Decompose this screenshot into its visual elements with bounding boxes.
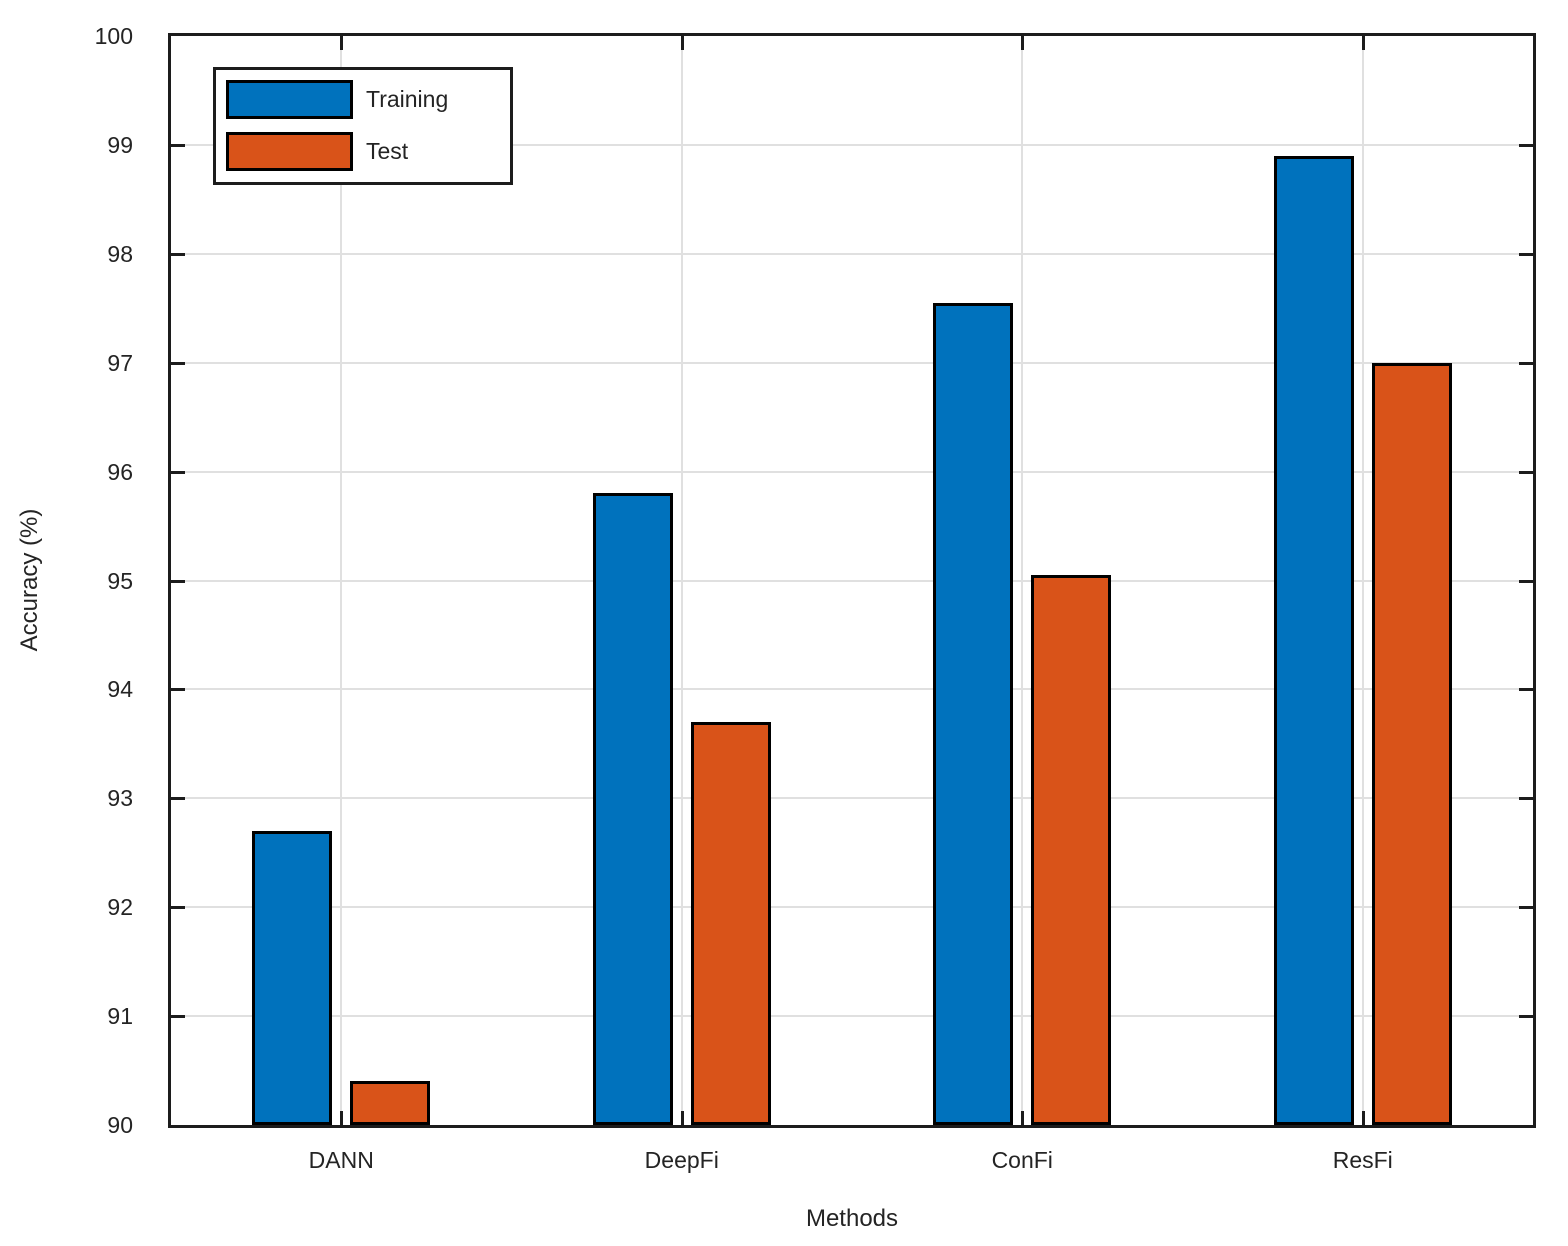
bar-test-dann	[350, 1081, 431, 1125]
y-tick-label: 93	[107, 785, 133, 812]
bar-test-deepfi	[690, 722, 771, 1125]
y-tick-label: 90	[107, 1112, 133, 1138]
y-tick-mark	[171, 361, 185, 365]
bar-training-confi	[933, 302, 1014, 1125]
x-tick-mark-mirror	[1361, 36, 1365, 50]
bar-test-resfi	[1371, 362, 1452, 1125]
gridline-horizontal	[171, 252, 1533, 255]
x-tick-label: ConFi	[991, 1147, 1053, 1173]
y-tick-mark	[171, 688, 185, 692]
gridline-horizontal	[171, 361, 1533, 364]
legend-item-training: Training	[226, 80, 448, 119]
gridline-horizontal	[171, 143, 1533, 146]
y-tick-mark-mirror	[1519, 361, 1533, 365]
training-color-swatch	[226, 80, 353, 119]
y-tick-label: 100	[94, 23, 133, 49]
x-tick-mark	[1361, 1111, 1365, 1125]
y-tick-mark	[171, 252, 185, 256]
x-tick-label: ResFi	[1332, 1147, 1393, 1173]
legend-label-training: Training	[366, 86, 449, 112]
gridline-vertical	[1361, 36, 1364, 1125]
y-tick-label: 95	[107, 567, 133, 594]
gridline-vertical	[1021, 36, 1024, 1125]
y-tick-mark	[171, 797, 185, 801]
gridline-horizontal	[171, 1015, 1533, 1018]
y-tick-label: 98	[107, 240, 133, 267]
y-tick-mark-mirror	[1519, 1015, 1533, 1019]
y-tick-mark-mirror	[1519, 797, 1533, 801]
x-tick-mark-mirror	[680, 36, 684, 50]
bar-test-confi	[1031, 575, 1112, 1125]
bar-training-deepfi	[592, 493, 673, 1125]
x-tick-mark-mirror	[340, 36, 344, 50]
y-tick-mark	[171, 470, 185, 474]
x-tick-mark	[680, 1111, 684, 1125]
y-tick-mark	[171, 579, 185, 583]
legend-item-test: Test	[226, 132, 408, 171]
test-color-swatch	[226, 132, 353, 171]
x-tick-mark	[340, 1111, 344, 1125]
x-tick-label: DANN	[308, 1147, 374, 1173]
y-tick-mark	[171, 143, 185, 147]
y-tick-mark-mirror	[1519, 688, 1533, 692]
y-tick-mark-mirror	[1519, 252, 1533, 256]
y-tick-mark-mirror	[1519, 579, 1533, 583]
y-tick-label: 92	[107, 894, 133, 921]
gridline-horizontal	[171, 688, 1533, 691]
gridline-vertical	[680, 36, 683, 1125]
bar-training-dann	[252, 830, 333, 1125]
y-tick-mark-mirror	[1519, 906, 1533, 910]
x-tick-mark-mirror	[1021, 36, 1025, 50]
gridline-horizontal	[171, 797, 1533, 800]
y-tick-mark-mirror	[1519, 470, 1533, 474]
x-axis-label: Methods	[805, 1205, 899, 1232]
legend: Training Test	[213, 67, 513, 185]
x-tick-label: DeepFi	[644, 1147, 719, 1173]
y-tick-label: 94	[107, 676, 133, 703]
plot-area	[168, 33, 1536, 1128]
gridline-vertical	[340, 36, 343, 1125]
gridline-horizontal	[171, 906, 1533, 909]
y-tick-mark	[171, 1015, 185, 1019]
gridline-horizontal	[171, 579, 1533, 582]
y-tick-label: 99	[107, 131, 133, 158]
y-tick-label: 91	[107, 1003, 133, 1030]
legend-label-test: Test	[366, 138, 409, 164]
y-tick-label: 96	[107, 458, 133, 485]
bar-training-resfi	[1273, 155, 1354, 1125]
gridline-horizontal	[171, 470, 1533, 473]
x-tick-mark	[1021, 1111, 1025, 1125]
y-tick-mark	[171, 906, 185, 910]
y-tick-mark-mirror	[1519, 143, 1533, 147]
y-tick-label: 97	[107, 349, 133, 376]
